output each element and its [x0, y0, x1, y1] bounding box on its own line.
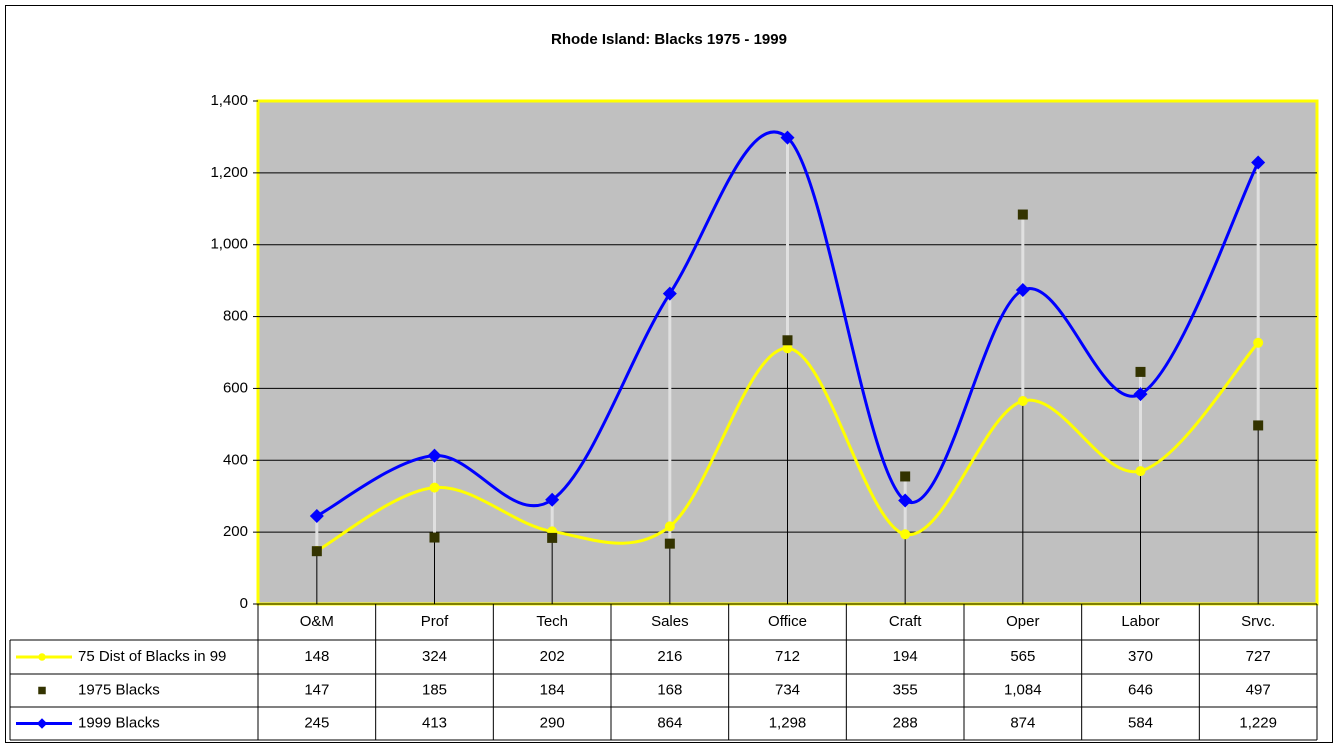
marker [547, 532, 558, 543]
marker [1133, 387, 1148, 402]
table-value: 1,298 [769, 714, 807, 731]
marker [898, 493, 913, 508]
table-value: 565 [1010, 648, 1035, 665]
table-value: 413 [422, 714, 447, 731]
y-tick-label: 1,000 [210, 236, 248, 253]
marker [429, 532, 440, 543]
marker [1017, 396, 1028, 407]
table-value: 497 [1246, 681, 1271, 698]
marker [1017, 209, 1028, 220]
y-tick-label: 1,200 [210, 164, 248, 181]
marker [427, 448, 442, 463]
table-value: 147 [304, 681, 329, 698]
table-value: 1,229 [1239, 714, 1277, 731]
y-tick-label: 0 [240, 595, 248, 612]
series-line [316, 130, 1260, 518]
marker [1135, 366, 1146, 377]
x-tick-label: Sales [651, 613, 689, 630]
marker [662, 286, 677, 301]
y-tick-label: 800 [223, 308, 248, 325]
table-value: 646 [1128, 681, 1153, 698]
table-value: 194 [893, 648, 918, 665]
table-value: 168 [657, 681, 682, 698]
marker [1015, 282, 1030, 297]
table-value: 245 [304, 714, 329, 731]
table-value: 290 [540, 714, 565, 731]
table-value: 370 [1128, 648, 1153, 665]
y-tick-label: 600 [223, 379, 248, 396]
marker [1253, 337, 1264, 348]
table-value: 1,084 [1004, 681, 1042, 698]
table-value: 216 [657, 648, 682, 665]
table-value: 584 [1128, 714, 1153, 731]
marker [429, 482, 440, 493]
marker [311, 546, 322, 557]
table-value: 864 [657, 714, 682, 731]
x-tick-label: Prof [421, 613, 449, 630]
table-value: 202 [540, 648, 565, 665]
table-value: 355 [893, 681, 918, 698]
y-tick-label: 400 [223, 451, 248, 468]
marker [545, 492, 560, 507]
marker [780, 130, 795, 145]
marker [664, 521, 675, 532]
legend-label: 1975 Blacks [78, 681, 160, 698]
x-tick-label: Oper [1006, 613, 1039, 630]
table-value: 288 [893, 714, 918, 731]
legend-label: 75 Dist of Blacks in 99 [78, 648, 226, 665]
table-value: 734 [775, 681, 800, 698]
x-tick-label: O&M [300, 613, 334, 630]
table-value: 874 [1010, 714, 1035, 731]
marker [309, 508, 324, 523]
x-tick-label: Labor [1121, 613, 1159, 630]
x-tick-label: Craft [889, 613, 922, 630]
x-tick-label: Tech [536, 613, 568, 630]
marker [38, 653, 46, 661]
legend-label: 1999 Blacks [78, 714, 160, 731]
y-tick-label: 200 [223, 523, 248, 540]
series-line [316, 341, 1260, 553]
marker [782, 335, 793, 346]
marker [782, 343, 793, 354]
table-value: 184 [540, 681, 565, 698]
table-value: 727 [1246, 648, 1271, 665]
table-value: 148 [304, 648, 329, 665]
marker [1253, 420, 1264, 431]
marker [664, 538, 675, 549]
table-value: 712 [775, 648, 800, 665]
marker [900, 471, 911, 482]
chart-title: Rhode Island: Blacks 1975 - 1999 [551, 31, 787, 48]
marker [38, 686, 46, 695]
x-tick-label: Office [768, 613, 807, 630]
marker [1135, 466, 1146, 477]
marker [900, 529, 911, 540]
table-value: 324 [422, 648, 447, 665]
y-tick-label: 1,400 [210, 92, 248, 109]
table-value: 185 [422, 681, 447, 698]
x-tick-label: Srvc. [1241, 613, 1275, 630]
marker [36, 718, 48, 729]
marker [1251, 155, 1266, 170]
